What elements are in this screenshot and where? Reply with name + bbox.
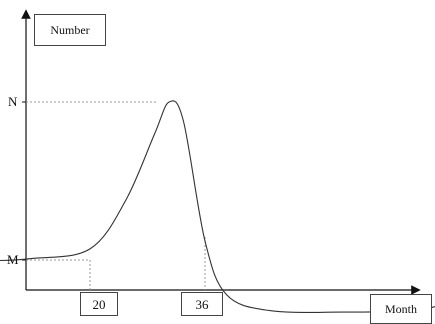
y-tick-label-n: N — [8, 94, 18, 109]
y-axis-title: Number — [50, 23, 90, 37]
x-tick-label-20: 20 — [80, 292, 118, 316]
x-tick-text-20: 20 — [92, 296, 106, 312]
x-axis-title-box: Month — [370, 294, 432, 324]
x-axis-title: Month — [384, 302, 417, 316]
y-tick-label-m: M — [7, 252, 19, 267]
x-tick-text-36: 36 — [195, 296, 209, 312]
x-tick-label-36: 36 — [181, 292, 223, 316]
y-axis-title-box: Number — [34, 14, 106, 46]
series-line — [0, 100, 435, 313]
